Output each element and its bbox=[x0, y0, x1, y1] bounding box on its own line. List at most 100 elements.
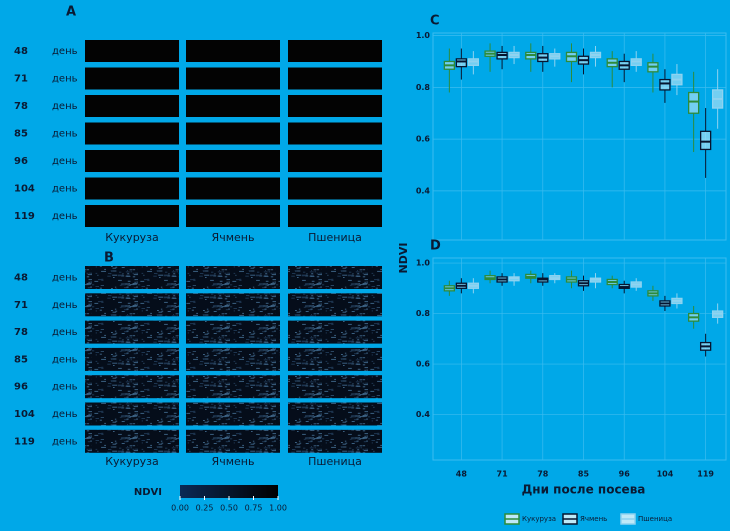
row-unit: день bbox=[52, 273, 78, 284]
box bbox=[689, 93, 699, 114]
row-unit: день bbox=[52, 184, 78, 195]
image-tile bbox=[186, 150, 280, 172]
image-tile bbox=[186, 348, 280, 371]
image-tile bbox=[288, 95, 382, 117]
colorbar-tick-label: 0.25 bbox=[196, 504, 214, 513]
column-label: Ячмень bbox=[212, 455, 255, 468]
row-label: 119 bbox=[14, 211, 35, 222]
image-tile bbox=[288, 430, 382, 453]
image-tile bbox=[85, 68, 179, 90]
row-unit: день bbox=[52, 46, 78, 57]
row-unit: день bbox=[52, 156, 78, 167]
image-tile bbox=[186, 430, 280, 453]
row-label: 48 bbox=[14, 273, 28, 284]
x-tick-label: 104 bbox=[657, 470, 674, 479]
row-label: 96 bbox=[14, 156, 28, 167]
image-tile bbox=[85, 205, 179, 227]
y-tick-label: 0.8 bbox=[416, 83, 431, 92]
panel-label: D bbox=[430, 239, 441, 254]
x-tick-label: 119 bbox=[697, 470, 714, 479]
column-label: Кукуруза bbox=[105, 231, 159, 244]
image-tile bbox=[288, 205, 382, 227]
image-tile bbox=[186, 266, 280, 289]
image-tile bbox=[186, 95, 280, 117]
image-tile bbox=[85, 348, 179, 371]
panel-label: C bbox=[430, 14, 440, 29]
row-label: 104 bbox=[14, 184, 35, 195]
row-label: 119 bbox=[14, 436, 35, 447]
row-unit: день bbox=[52, 129, 78, 140]
image-tile bbox=[85, 321, 179, 344]
image-tile bbox=[186, 321, 280, 344]
image-tile bbox=[186, 68, 280, 90]
panel-label: A bbox=[66, 5, 76, 20]
image-tile bbox=[186, 375, 280, 398]
column-label: Пшеница bbox=[308, 231, 362, 244]
image-tile bbox=[288, 150, 382, 172]
column-label: Ячмень bbox=[212, 231, 255, 244]
image-tile bbox=[288, 375, 382, 398]
y-tick-label: 0.4 bbox=[416, 410, 431, 419]
y-tick-label: 0.6 bbox=[416, 360, 431, 369]
image-tile bbox=[186, 40, 280, 62]
x-tick-label: 96 bbox=[619, 470, 631, 479]
image-tile bbox=[85, 123, 179, 145]
y-tick-label: 0.6 bbox=[416, 135, 431, 144]
image-tile bbox=[85, 266, 179, 289]
image-tile bbox=[85, 430, 179, 453]
row-label: 85 bbox=[14, 354, 28, 365]
x-tick-label: 71 bbox=[497, 470, 509, 479]
row-unit: день bbox=[52, 211, 78, 222]
row-label: 78 bbox=[14, 327, 28, 338]
box bbox=[701, 131, 711, 149]
x-axis-label: Дни после посева bbox=[522, 483, 646, 497]
row-label: 71 bbox=[14, 300, 28, 311]
image-tile bbox=[288, 348, 382, 371]
image-tile bbox=[288, 40, 382, 62]
image-tile bbox=[85, 293, 179, 316]
image-tile bbox=[186, 123, 280, 145]
column-label: Кукуруза bbox=[105, 455, 159, 468]
row-unit: день bbox=[52, 354, 78, 365]
colorbar-title: NDVI bbox=[134, 487, 162, 498]
x-tick-label: 85 bbox=[578, 470, 590, 479]
image-tile bbox=[85, 403, 179, 426]
image-tile bbox=[288, 403, 382, 426]
y-tick-label: 0.8 bbox=[416, 309, 431, 318]
y-axis-label: NDVI bbox=[397, 243, 410, 274]
row-unit: день bbox=[52, 300, 78, 311]
image-tile bbox=[85, 178, 179, 200]
row-label: 96 bbox=[14, 382, 28, 393]
image-tile bbox=[288, 321, 382, 344]
box bbox=[456, 59, 466, 67]
image-tile bbox=[186, 403, 280, 426]
image-tile bbox=[186, 205, 280, 227]
image-tile bbox=[85, 40, 179, 62]
colorbar-tick-label: 0.50 bbox=[220, 504, 238, 513]
row-unit: день bbox=[52, 436, 78, 447]
image-tile bbox=[186, 293, 280, 316]
row-label: 78 bbox=[14, 101, 28, 112]
image-tile bbox=[186, 178, 280, 200]
panel-label: B bbox=[104, 251, 114, 266]
image-tile bbox=[288, 266, 382, 289]
y-tick-label: 1.0 bbox=[416, 31, 431, 40]
colorbar-tick-label: 0.00 bbox=[171, 504, 189, 513]
image-tile bbox=[288, 178, 382, 200]
row-label: 85 bbox=[14, 129, 28, 140]
colorbar-tick-label: 1.00 bbox=[269, 504, 287, 513]
image-tile bbox=[85, 150, 179, 172]
row-label: 48 bbox=[14, 46, 28, 57]
image-tile bbox=[288, 123, 382, 145]
image-tile bbox=[85, 375, 179, 398]
figure: A B 48 день 71 день 78 день 85 день 96 день 104 ден… bbox=[0, 0, 730, 531]
y-tick-label: 1.0 bbox=[416, 259, 431, 268]
x-tick-label: 48 bbox=[456, 470, 468, 479]
image-tile bbox=[288, 293, 382, 316]
legend-label: Кукуруза bbox=[522, 515, 556, 523]
row-label: 71 bbox=[14, 74, 28, 85]
row-unit: день bbox=[52, 382, 78, 393]
legend-label: Пшеница bbox=[638, 515, 672, 523]
row-unit: день bbox=[52, 74, 78, 85]
y-tick-label: 0.4 bbox=[416, 186, 431, 195]
